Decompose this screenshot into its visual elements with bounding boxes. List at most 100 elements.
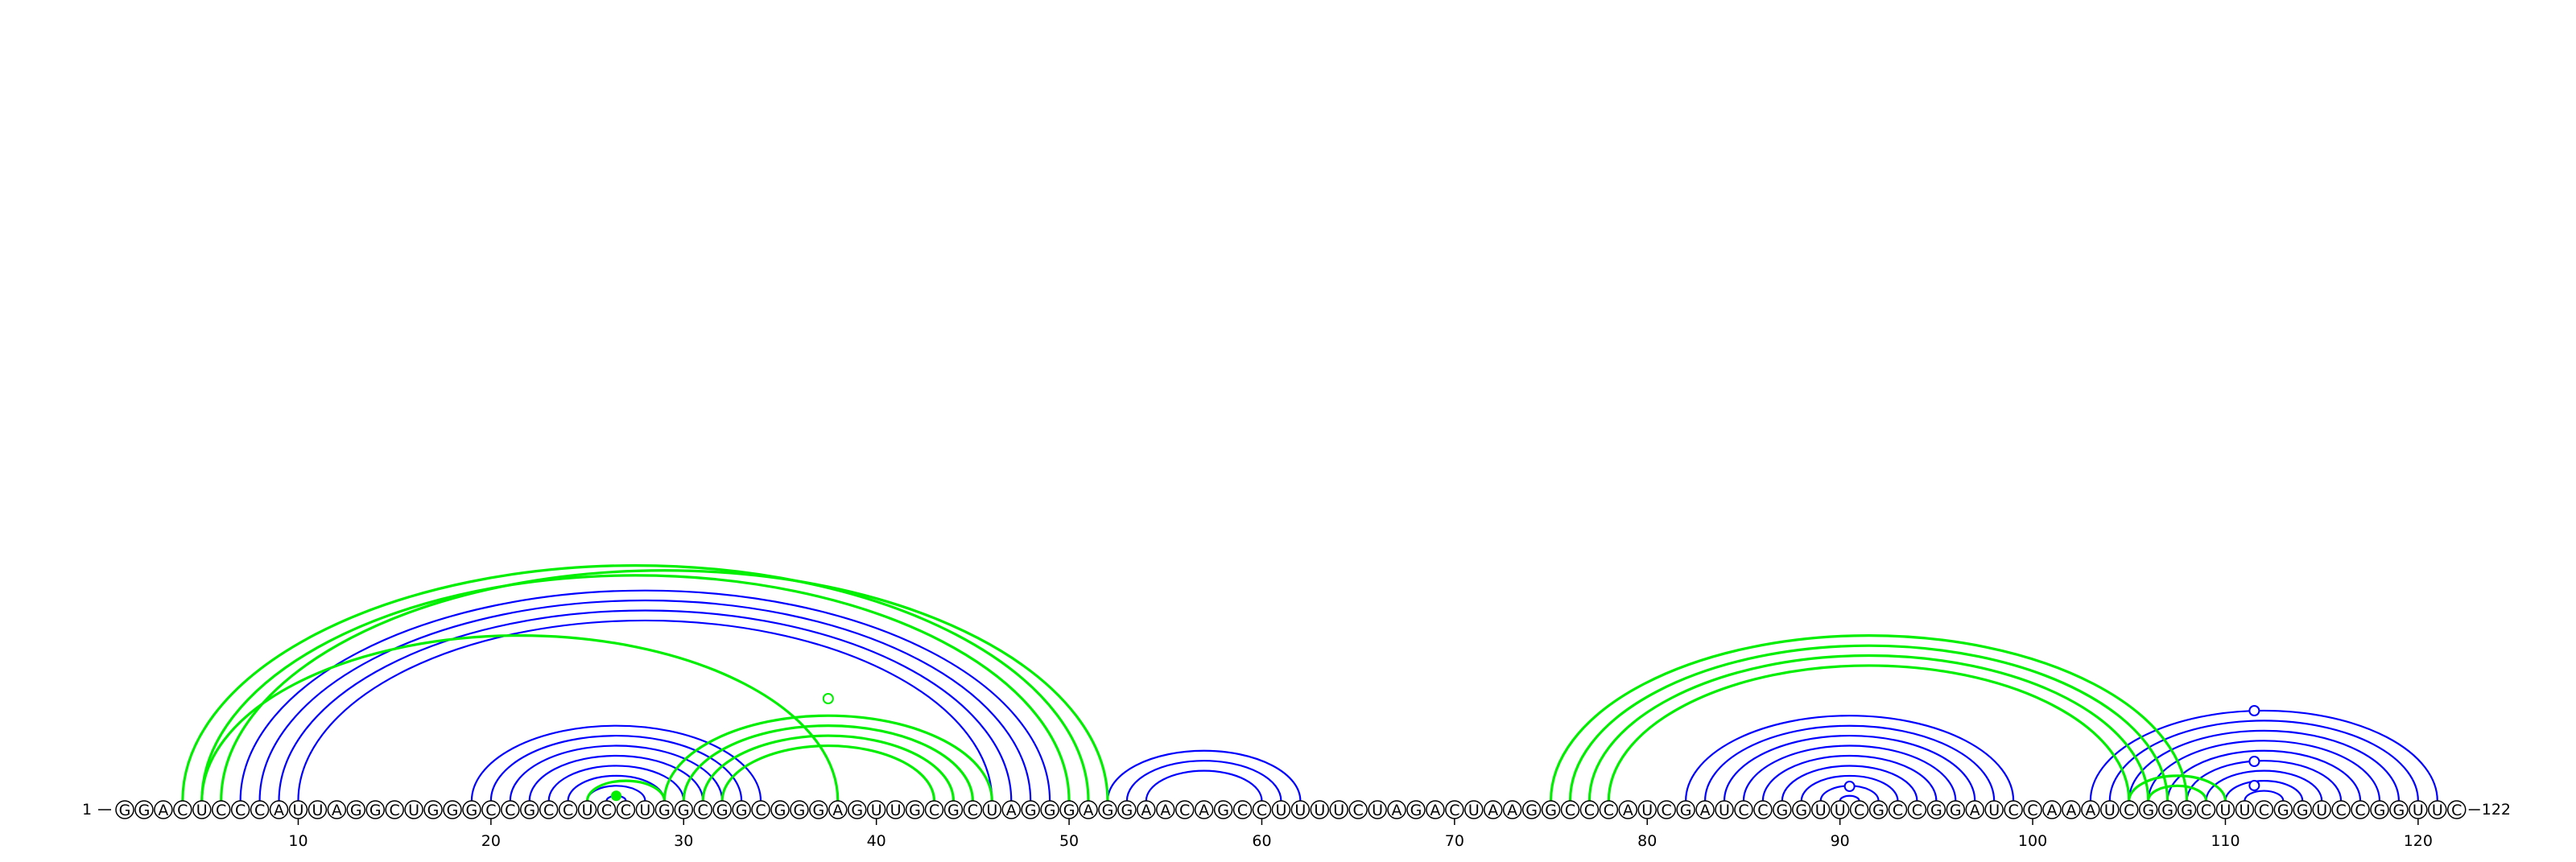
nucleotide-letter: G [369, 802, 382, 819]
nucleotide-circle [501, 800, 520, 819]
nucleotide: C [1232, 800, 1253, 819]
nucleotide-circle [1213, 800, 1233, 819]
nucleotide-letter: A [2085, 802, 2095, 819]
blue-arc-52-62 [1106, 749, 1302, 802]
nucleotide: C [481, 800, 501, 819]
nucleotide: U [404, 800, 423, 819]
nucleotide-letter: C [1662, 802, 1672, 819]
nucleotide: C [2004, 800, 2023, 819]
blue-arc-84-97 [1723, 734, 1976, 802]
nucleotide: G [2177, 800, 2197, 819]
nucleotide: C [230, 800, 250, 819]
nucleotide-circle [1521, 800, 1542, 819]
nucleotide-letter: U [1275, 802, 1286, 819]
sequence-ends: 1 122 [82, 801, 2511, 819]
nucleotide-circle [1849, 800, 1869, 819]
nucleotide-letter: G [2181, 802, 2193, 819]
green-arc-4-51 [181, 563, 1090, 802]
nucleotide-letter: G [947, 802, 960, 819]
nucleotide: G [770, 800, 790, 819]
nucleotide-letter: U [2219, 802, 2231, 819]
nucleotide-letter: G [350, 802, 362, 819]
nucleotide-circle [1079, 800, 1098, 819]
nucleotide: G [1868, 800, 1889, 819]
hollow-marker [2248, 756, 2260, 767]
nucleotide-letter: U [1468, 802, 1480, 819]
tick-label: 70 [1445, 832, 1464, 850]
nucleotide-circle [519, 800, 539, 819]
blue-arc-83-98 [1703, 724, 1996, 802]
nucleotide-letter: U [1815, 802, 1827, 819]
nucleotide: G [1117, 800, 1137, 819]
nucleotide-circle [616, 800, 636, 819]
nucleotide: C [385, 800, 404, 819]
nucleotide-circle [712, 800, 732, 819]
nucleotide-circle [982, 800, 1002, 819]
nucleotide-circle [462, 800, 481, 819]
nucleotide: U [1329, 800, 1348, 819]
nucleotide: U [1637, 800, 1657, 819]
nucleotide: U [1830, 800, 1850, 819]
nucleotide: C [1445, 800, 1464, 819]
nucleotide: U [1310, 800, 1330, 819]
nucleotide-letter: C [1757, 802, 1768, 819]
nucleotide: C [1560, 800, 1580, 819]
nucleotide: G [847, 800, 867, 819]
nucleotide-letter: G [2142, 802, 2154, 819]
green-arc-31-44 [701, 734, 956, 802]
blue-arc-21-32 [509, 744, 724, 802]
nucleotide-letter: G [1217, 802, 1229, 819]
nucleotide-circle [230, 800, 250, 819]
nucleotide-letter: C [543, 802, 554, 819]
nucleotide-letter: A [1700, 802, 1711, 819]
nucleotide-circle [2196, 800, 2216, 819]
nucleotide-letter: U [2239, 802, 2250, 819]
nucleotide-circle [192, 800, 212, 819]
hollow-marker [2248, 780, 2260, 791]
nucleotide: A [1079, 800, 1098, 819]
nucleotide: G [1021, 800, 1040, 819]
green-arc-78-105 [1607, 664, 2131, 802]
nucleotide: U [1464, 800, 1484, 819]
start-position-label: 1 [82, 801, 92, 819]
nucleotide-letter: G [138, 802, 151, 819]
nucleotide-circle [1965, 800, 1984, 819]
blue-arc-87-94 [1781, 765, 1918, 802]
nucleotide-circle [1001, 800, 1021, 819]
nucleotide-circle [1368, 800, 1387, 819]
nucleotide-circle [2004, 800, 2023, 819]
tick-label: 120 [2404, 832, 2433, 850]
nucleotide: C [558, 800, 578, 819]
nucleotide: C [1734, 800, 1753, 819]
nucleotide: A [327, 800, 347, 819]
nucleotide-letter: G [774, 802, 786, 819]
nucleotide-circle [1310, 800, 1330, 819]
nucleotide-circle [2273, 800, 2293, 819]
nucleotide: U [577, 800, 597, 819]
nucleotide-letter: C [929, 802, 939, 819]
nucleotide: A [154, 800, 173, 819]
nucleotide: U [635, 800, 655, 819]
nucleotide-letter: G [1795, 802, 1807, 819]
nucleotide-letter: A [1160, 802, 1170, 819]
nucleotide-letter: C [2124, 802, 2134, 819]
nucleotide: G [1059, 800, 1079, 819]
nucleotide-circle [1946, 800, 1966, 819]
nucleotide: U [1984, 800, 2004, 819]
nucleotide-letter: U [1835, 802, 1846, 819]
blue-arc-90-91 [1839, 794, 1860, 802]
nucleotide-letter: G [427, 802, 440, 819]
blue-arc-107-117 [2166, 749, 2362, 802]
nucleotide-circle [1868, 800, 1889, 819]
nucleotide: A [1001, 800, 1021, 819]
nucleotide-circle [2138, 800, 2158, 819]
nucleotide-circle [1810, 800, 1831, 819]
nucleotide-letter: G [658, 802, 671, 819]
nucleotide-circle [790, 800, 809, 819]
nucleotide: G [519, 800, 539, 819]
nucleotide: A [2042, 800, 2062, 819]
nucleotide-letter: C [621, 802, 631, 819]
nucleotide: C [963, 800, 983, 819]
